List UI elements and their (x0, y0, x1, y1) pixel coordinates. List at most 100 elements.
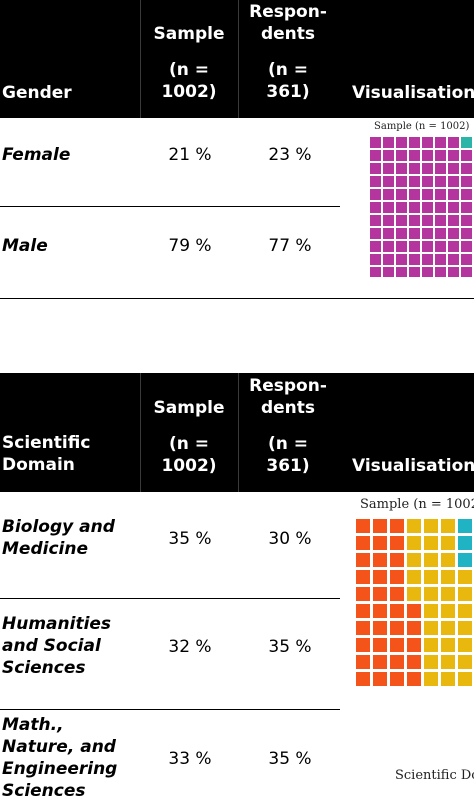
waffle-square (370, 189, 381, 200)
waffle-square (458, 553, 472, 567)
waffle-square (390, 655, 404, 669)
table2-header-visualisation: Visualisation (352, 456, 474, 476)
waffle-square (448, 189, 459, 200)
gender-waffle-chart (370, 137, 474, 277)
waffle-square (373, 536, 387, 550)
waffle-square (407, 621, 421, 635)
waffle-square (435, 176, 446, 187)
row-divider (0, 206, 340, 207)
waffle-square (461, 176, 472, 187)
waffle-square (373, 672, 387, 686)
waffle-square (373, 570, 387, 584)
row-label-line: Engineering (2, 759, 118, 779)
waffle-square (356, 672, 370, 686)
row-divider (0, 709, 340, 710)
waffle-square (383, 163, 394, 174)
waffle-square (422, 163, 433, 174)
waffle-square (383, 241, 394, 252)
waffle-square (409, 215, 420, 226)
waffle-square (409, 254, 420, 265)
waffle-square (356, 587, 370, 601)
row-label-line: Sciences (2, 781, 86, 801)
waffle-square (396, 137, 407, 148)
row-label: Math., Nature, and Engineering Sciences (2, 714, 117, 802)
waffle-square (396, 163, 407, 174)
table1-header-category: Gender (2, 83, 72, 103)
waffle-square (356, 655, 370, 669)
row-label: Biology and Medicine (2, 516, 115, 560)
waffle-square (356, 621, 370, 635)
waffle-square (407, 604, 421, 618)
waffle-square (441, 621, 455, 635)
waffle-square (373, 519, 387, 533)
table1-header-respondents-label: Respon- (249, 2, 327, 22)
waffle-square (373, 553, 387, 567)
waffle-square (373, 604, 387, 618)
waffle-square (441, 672, 455, 686)
waffle-square (461, 163, 472, 174)
waffle-square (407, 672, 421, 686)
waffle-square (356, 519, 370, 533)
waffle-square (356, 553, 370, 567)
waffle-square (390, 587, 404, 601)
waffle-square (422, 137, 433, 148)
waffle-square (407, 519, 421, 533)
waffle-square (448, 228, 459, 239)
waffle-square (461, 215, 472, 226)
waffle-square (373, 587, 387, 601)
waffle-square (422, 176, 433, 187)
waffle-square (448, 137, 459, 148)
table1-header-respondents: Respon- dents (n = 361) (238, 1, 338, 103)
waffle-square (422, 150, 433, 161)
table1-header-sample: Sample (n = 1002) (140, 23, 238, 103)
waffle-square (383, 267, 394, 277)
row-label-line: Math., (2, 715, 64, 735)
waffle-square (383, 202, 394, 213)
row-label: Male (2, 236, 48, 256)
waffle-square (461, 254, 472, 265)
waffle-square (424, 604, 438, 618)
waffle-square (441, 536, 455, 550)
row-label-line: Biology and (2, 517, 115, 537)
waffle-square (373, 655, 387, 669)
waffle-square (390, 621, 404, 635)
waffle-square (435, 228, 446, 239)
table2-header-respondents: Respon- dents (n = 361) (238, 375, 338, 477)
table2-header-respondents-label: Respon- (249, 376, 327, 396)
waffle-square (396, 176, 407, 187)
waffle-square (396, 189, 407, 200)
waffle-square (448, 176, 459, 187)
waffle-square (461, 150, 472, 161)
waffle-square (407, 587, 421, 601)
row-label-line: and Social (2, 636, 101, 656)
row-label-line: Nature, and (2, 737, 116, 757)
waffle-square (458, 519, 472, 533)
table1-header-respondents-n: (n = (267, 60, 309, 80)
waffle-square (396, 215, 407, 226)
waffle-square (390, 519, 404, 533)
waffle-square (370, 241, 381, 252)
table1-header-respondents-n2: 361) (266, 82, 310, 102)
waffle-square (435, 267, 446, 277)
waffle-square (409, 176, 420, 187)
waffle-square (435, 163, 446, 174)
waffle-square (373, 621, 387, 635)
row-label: Female (2, 145, 71, 165)
table2-header-respondents-label2: dents (260, 398, 316, 418)
table2-header-respondents-n2: 361) (266, 456, 310, 476)
waffle-square (407, 536, 421, 550)
waffle-square (448, 254, 459, 265)
waffle-square (370, 202, 381, 213)
waffle-square (396, 202, 407, 213)
table2-header-category-line: Domain (2, 455, 75, 475)
waffle-square (370, 254, 381, 265)
table2-header-divider (238, 373, 239, 492)
waffle-square (407, 553, 421, 567)
waffle-square (383, 176, 394, 187)
waffle-square (422, 254, 433, 265)
waffle-square (356, 638, 370, 652)
table1-header-sample-n2: 1002) (161, 82, 217, 102)
waffle-square (448, 202, 459, 213)
waffle-square (435, 241, 446, 252)
waffle-square (435, 202, 446, 213)
